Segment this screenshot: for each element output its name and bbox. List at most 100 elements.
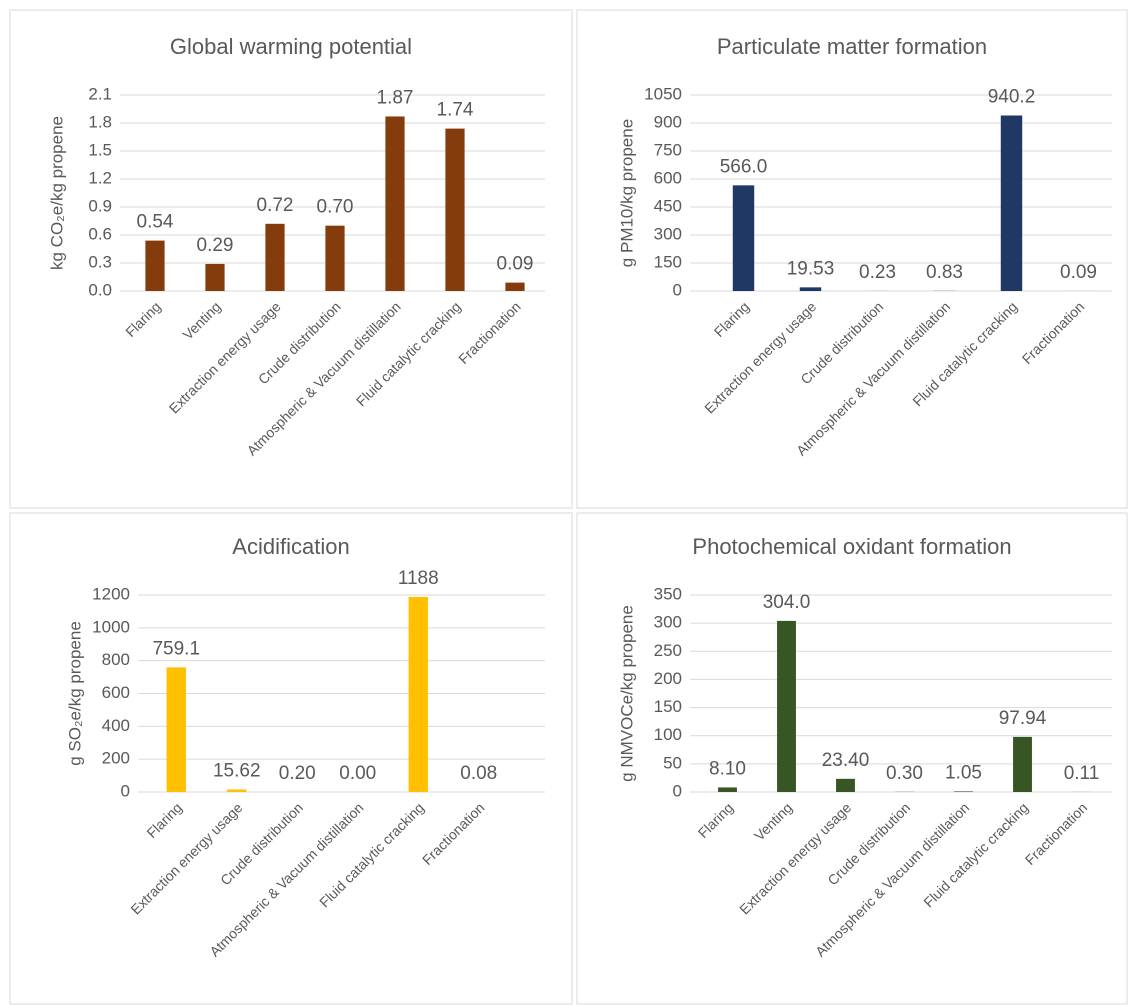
x-tick-label: Venting (179, 298, 223, 342)
y-tick-label: 0.9 (88, 196, 112, 215)
y-tick-label: 1000 (92, 617, 130, 636)
chart-title: Particulate matter formation (717, 34, 987, 59)
panel-border (9, 512, 573, 1005)
bar (836, 778, 855, 792)
x-tick-label: Fractionation (1019, 298, 1088, 367)
panel-border (576, 512, 1128, 1005)
bar (954, 791, 973, 792)
value-label: 23.40 (822, 750, 870, 771)
y-tick-label: 900 (654, 112, 682, 131)
y-tick-label: 200 (654, 669, 682, 688)
bar (799, 287, 822, 291)
y-tick-label: 1.8 (88, 112, 112, 131)
value-label: 0.20 (279, 763, 316, 784)
panel-border (576, 9, 1128, 509)
value-label: 1.74 (437, 100, 474, 121)
value-label: 0.72 (257, 195, 294, 216)
value-label: 0.09 (497, 254, 534, 275)
y-tick-label: 50 (663, 753, 682, 772)
y-tick-label: 150 (654, 252, 682, 271)
y-tick-label: 750 (654, 140, 682, 159)
bar (205, 263, 225, 291)
value-label: 0.70 (317, 197, 354, 218)
y-tick-label: 300 (654, 613, 682, 632)
y-tick-label: 0.6 (88, 224, 112, 243)
y-tick-label: 600 (102, 683, 130, 702)
x-tick-label: Flaring (143, 799, 185, 841)
y-tick-label: 1200 (92, 584, 130, 603)
chart-title: Acidification (232, 534, 349, 559)
y-tick-label: 1.2 (88, 168, 112, 187)
y-tick-label: 200 (102, 749, 130, 768)
y-tick-label: 600 (654, 168, 682, 187)
y-axis-label: g SO₂e/kg propene (65, 621, 84, 766)
value-label: 19.53 (787, 258, 835, 279)
bar (385, 116, 405, 291)
value-label: 0.83 (926, 262, 963, 283)
x-tick-label: Fractionation (419, 799, 488, 868)
value-label: 0.09 (1060, 262, 1097, 283)
bar (166, 667, 186, 792)
x-tick-label: Fractionation (455, 298, 524, 367)
value-label: 759.1 (152, 638, 200, 659)
y-tick-label: 150 (654, 697, 682, 716)
x-tick-label: Fractionation (1022, 799, 1091, 868)
y-tick-label: 800 (102, 650, 130, 669)
value-label: 0.30 (886, 763, 923, 784)
chart-title: Photochemical oxidant formation (692, 534, 1011, 559)
panel-border (9, 9, 573, 509)
y-tick-label: 350 (654, 584, 682, 603)
value-label: 0.29 (197, 235, 234, 256)
bar (1000, 115, 1023, 291)
bar (265, 223, 285, 291)
value-label: 0.08 (460, 763, 497, 784)
value-label: 1.87 (377, 87, 414, 108)
bar (145, 240, 165, 291)
y-axis-label: g PM10/kg propene (617, 119, 636, 267)
bar (1013, 736, 1032, 792)
bar (505, 282, 525, 291)
y-tick-label: 100 (654, 725, 682, 744)
x-tick-label: Extraction energy usage (701, 298, 819, 416)
value-label: 0.23 (859, 262, 896, 283)
x-tick-label: Flaring (711, 298, 753, 340)
value-label: 1188 (398, 568, 439, 589)
x-tick-label: Extraction energy usage (736, 799, 854, 917)
x-tick-label: Extraction energy usage (166, 298, 284, 416)
value-label: 304.0 (763, 592, 811, 613)
y-axis-label: g NMVOCe/kg propene (617, 605, 636, 782)
y-tick-label: 0 (121, 781, 130, 800)
x-tick-label: Extraction energy usage (127, 799, 245, 917)
y-tick-label: 0 (673, 280, 682, 299)
y-tick-label: 450 (654, 196, 682, 215)
value-label: 0.00 (339, 763, 376, 784)
y-tick-label: 1050 (644, 84, 682, 103)
y-tick-label: 0 (673, 781, 682, 800)
y-tick-label: 0.3 (88, 252, 112, 271)
chart-title: Global warming potential (170, 34, 412, 59)
y-tick-label: 0.0 (88, 280, 112, 299)
value-label: 15.62 (213, 760, 261, 781)
x-tick-label: Fluid catalytic cracking (920, 799, 1031, 910)
bar (718, 787, 737, 792)
x-tick-label: Fluid catalytic cracking (353, 298, 464, 409)
x-tick-label: Venting (751, 799, 795, 843)
bar (408, 596, 428, 792)
y-tick-label: 300 (654, 224, 682, 243)
value-label: 566.0 (720, 156, 768, 177)
bar (325, 225, 345, 291)
x-tick-label: Flaring (122, 298, 164, 340)
bar (445, 128, 465, 291)
y-axis-label: kg CO₂e/kg propene (47, 116, 66, 270)
bar (777, 620, 796, 792)
value-label: 8.10 (709, 758, 746, 779)
value-label: 0.54 (137, 212, 174, 233)
x-tick-label: Flaring (695, 799, 737, 841)
x-tick-label: Fluid catalytic cracking (316, 799, 427, 910)
y-tick-label: 1.5 (88, 140, 112, 159)
y-tick-label: 250 (654, 641, 682, 660)
value-label: 0.11 (1064, 763, 1100, 784)
y-tick-label: 2.1 (88, 84, 112, 103)
y-tick-label: 400 (102, 716, 130, 735)
